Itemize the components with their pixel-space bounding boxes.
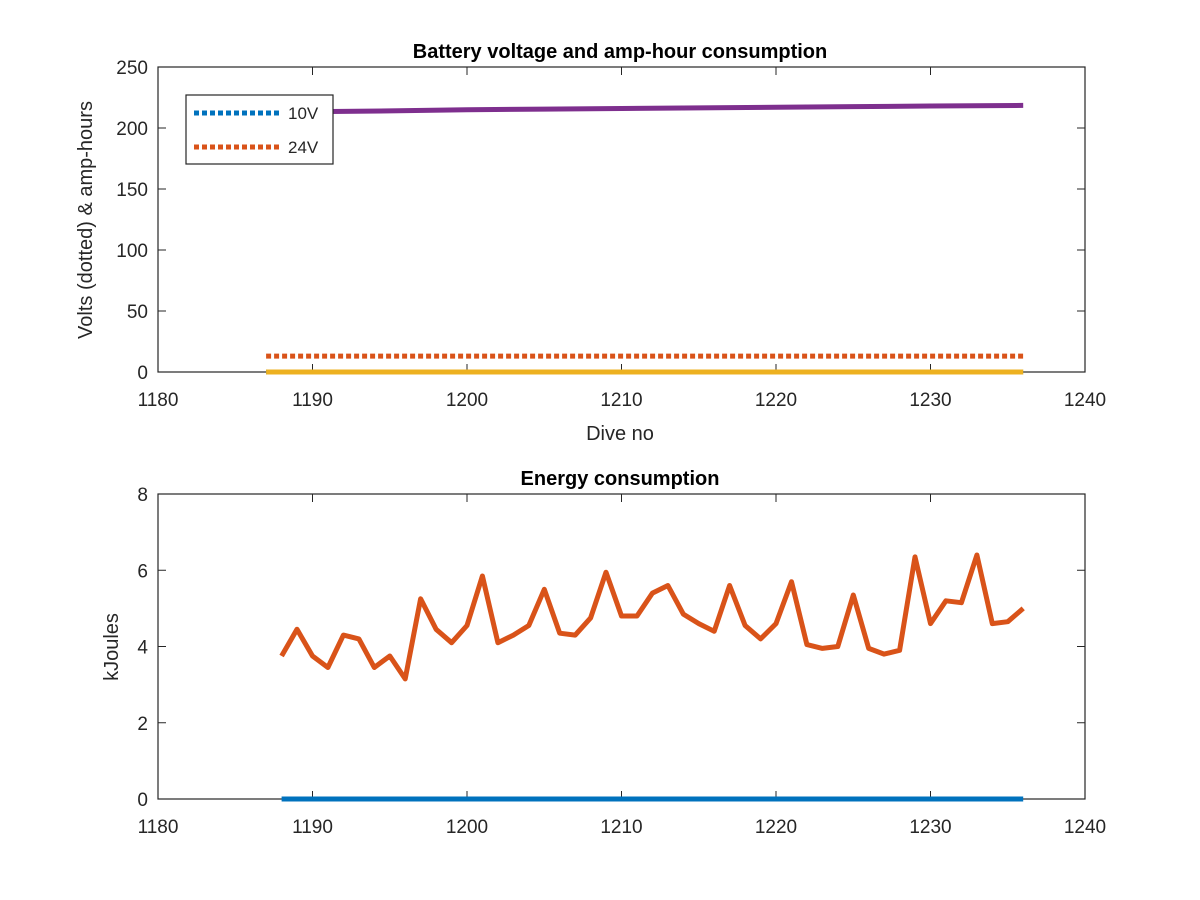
- energy-chart-y-tick-label: 0: [137, 790, 148, 811]
- energy-chart-y-tick-label: 8: [137, 485, 148, 506]
- voltage-chart-title: Battery voltage and amp-hour consumption: [413, 41, 827, 63]
- voltage-chart-y-tick-label: 50: [127, 302, 148, 323]
- energy-chart-x-tick-label: 1200: [446, 817, 488, 838]
- voltage-chart-series-line-series-4: [266, 102, 1024, 115]
- voltage-chart-x-tick-label: 1230: [909, 390, 951, 411]
- voltage-chart-plot-area: 1180 1190 1200 1210 1220 1230 1240 0 50 100 150 200…: [116, 58, 1106, 411]
- voltage-chart-y-tick-label: 0: [137, 363, 148, 384]
- voltage-chart-y-tick-label: 200: [116, 119, 148, 140]
- legend-box: [185, 94, 334, 165]
- energy-chart-title: Energy consumption: [521, 468, 720, 490]
- voltage-chart: Battery voltage and amp-hour consumption…: [75, 41, 1106, 445]
- voltage-chart-x-tick-label: 1220: [755, 390, 797, 411]
- voltage-chart-y-axis-label: Volts (dotted) & amp-hours: [75, 101, 97, 339]
- energy-chart: Energy consumption 1180 1190 1200 1210 1220 1…: [101, 468, 1106, 838]
- energy-chart-x-tick-label: 1190: [292, 817, 333, 838]
- voltage-chart-y-tick-label: 250: [116, 58, 148, 79]
- voltage-chart-x-tick-label: 1200: [446, 390, 488, 411]
- energy-chart-plot-area: 1180 1190 1200 1210 1220 1230 1240 0 2 4 6 8: [137, 485, 1106, 838]
- voltage-chart-x-tick-label: 1190: [292, 390, 333, 411]
- voltage-chart-x-tick-label: 1240: [1064, 390, 1106, 411]
- energy-chart-x-tick-label: 1230: [909, 817, 951, 838]
- energy-chart-x-tick-label: 1210: [600, 817, 642, 838]
- energy-chart-y-tick-label: 4: [137, 638, 148, 659]
- energy-chart-y-tick-label: 2: [137, 714, 148, 735]
- voltage-chart-legend: 10V 24V: [185, 94, 334, 165]
- voltage-chart-x-axis-label: Dive no: [586, 423, 654, 445]
- legend-label-24v: 24V: [288, 138, 319, 157]
- energy-chart-x-tick-label: 1240: [1064, 817, 1106, 838]
- energy-chart-y-tick-label: 6: [137, 561, 148, 582]
- energy-chart-x-tick-label: 1180: [138, 817, 179, 838]
- energy-chart-x-tick-label: 1220: [755, 817, 797, 838]
- energy-chart-y-axis-label: kJoules: [101, 613, 123, 681]
- voltage-chart-y-tick-label: 150: [116, 180, 148, 201]
- voltage-chart-y-tick-label: 100: [116, 241, 148, 262]
- legend-label-10v: 10V: [288, 104, 319, 123]
- voltage-chart-x-tick-label: 1180: [138, 390, 179, 411]
- energy-chart-series-line-series-2: [279, 552, 1025, 682]
- voltage-chart-x-tick-label: 1210: [600, 390, 642, 411]
